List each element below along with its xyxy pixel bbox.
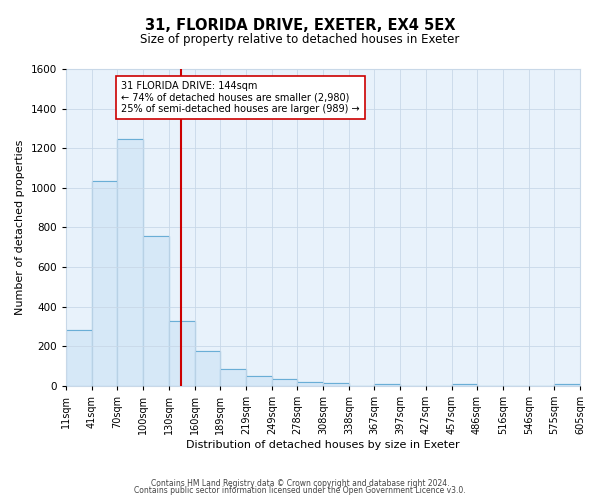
Bar bbox=[452, 384, 477, 386]
Bar bbox=[323, 383, 349, 386]
Bar bbox=[92, 181, 117, 386]
Bar bbox=[374, 384, 400, 386]
Text: 31, FLORIDA DRIVE, EXETER, EX4 5EX: 31, FLORIDA DRIVE, EXETER, EX4 5EX bbox=[145, 18, 455, 32]
X-axis label: Distribution of detached houses by size in Exeter: Distribution of detached houses by size … bbox=[186, 440, 460, 450]
Bar bbox=[272, 379, 297, 386]
Text: Contains public sector information licensed under the Open Government Licence v3: Contains public sector information licen… bbox=[134, 486, 466, 495]
Bar bbox=[195, 352, 220, 386]
Text: Contains HM Land Registry data © Crown copyright and database right 2024.: Contains HM Land Registry data © Crown c… bbox=[151, 478, 449, 488]
Bar bbox=[66, 330, 92, 386]
Bar bbox=[92, 181, 117, 386]
Bar bbox=[117, 140, 143, 386]
Bar bbox=[297, 382, 323, 386]
Bar bbox=[169, 320, 195, 386]
Bar bbox=[195, 352, 220, 386]
Bar bbox=[272, 379, 297, 386]
Bar bbox=[143, 236, 169, 386]
Bar bbox=[554, 384, 580, 386]
Text: Size of property relative to detached houses in Exeter: Size of property relative to detached ho… bbox=[140, 32, 460, 46]
Bar bbox=[554, 384, 580, 386]
Bar bbox=[323, 383, 349, 386]
Bar bbox=[117, 140, 143, 386]
Bar bbox=[143, 236, 169, 386]
Y-axis label: Number of detached properties: Number of detached properties bbox=[15, 140, 25, 315]
Bar bbox=[220, 370, 246, 386]
Bar bbox=[297, 382, 323, 386]
Bar bbox=[169, 320, 195, 386]
Bar bbox=[246, 376, 272, 386]
Bar bbox=[374, 384, 400, 386]
Bar bbox=[246, 376, 272, 386]
Bar bbox=[220, 370, 246, 386]
Bar bbox=[66, 330, 92, 386]
Bar bbox=[452, 384, 477, 386]
Text: 31 FLORIDA DRIVE: 144sqm
← 74% of detached houses are smaller (2,980)
25% of sem: 31 FLORIDA DRIVE: 144sqm ← 74% of detach… bbox=[121, 81, 360, 114]
